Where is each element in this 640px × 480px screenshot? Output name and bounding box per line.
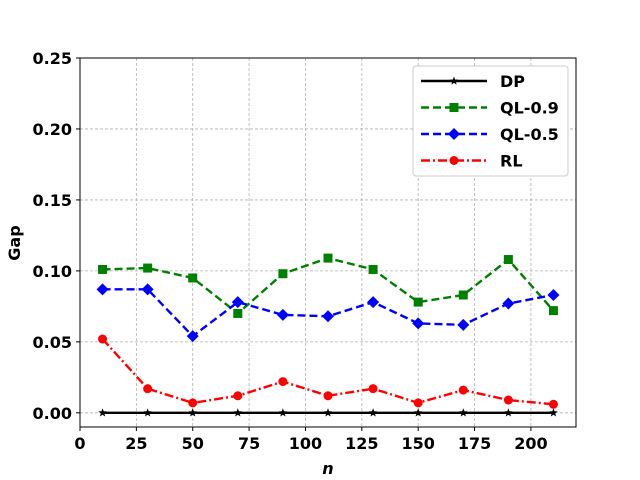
series-rl — [98, 334, 558, 409]
y-tick-label: 0.25 — [33, 49, 72, 68]
data-point-ql-0-5 — [367, 296, 380, 309]
data-point-rl — [143, 384, 153, 394]
plot-frame — [79, 57, 577, 428]
data-point-dp — [143, 408, 152, 417]
data-point-dp — [233, 408, 243, 417]
y-axis-label: Gap — [5, 225, 24, 260]
y-tick-label: 0.20 — [33, 120, 72, 139]
data-point-dp — [504, 408, 513, 417]
data-point-rl — [233, 391, 243, 401]
data-point-rl — [188, 398, 198, 408]
data-point-dp — [368, 408, 378, 417]
series-line-rl — [101, 338, 554, 406]
legend-marker — [449, 103, 459, 112]
data-point-rl — [548, 399, 558, 409]
data-point-ql-0-5 — [231, 296, 244, 309]
series-line-ql-0-9 — [102, 256, 555, 316]
data-point-ql-0-5 — [141, 283, 154, 296]
x-tick-label: 150 — [401, 434, 434, 453]
x-axis: 0 25 50 75 100 125 150 175 200 — [74, 427, 548, 453]
data-point-rl — [458, 385, 468, 395]
data-point-ql-0-9 — [188, 273, 198, 283]
legend-box — [412, 65, 569, 177]
data-point-dp — [188, 408, 198, 417]
data-point-ql-0-5 — [502, 297, 515, 310]
data-point-rl — [98, 334, 108, 344]
series-ql-0-5 — [96, 283, 560, 343]
x-tick-label: 75 — [238, 434, 260, 453]
legend-label: QL-0.5 — [500, 125, 559, 144]
y-tick-label: 0.10 — [33, 262, 72, 281]
legend-entry-ql-0-5: QL-0.5 — [421, 125, 559, 144]
legend-label: DP — [500, 72, 525, 91]
x-tick-label: 25 — [125, 434, 147, 453]
legend-entry-rl: RL — [421, 152, 523, 171]
data-point-rl — [413, 398, 423, 408]
x-tick-label: 100 — [289, 434, 322, 453]
legend-entry-dp: DP — [421, 72, 525, 91]
data-point-ql-0-9 — [503, 255, 513, 265]
data-point-ql-0-9 — [143, 263, 153, 273]
data-point-ql-0-9 — [368, 264, 378, 274]
series-ql-0-9 — [98, 253, 558, 318]
x-tick-label: 200 — [514, 434, 547, 453]
data-point-rl — [503, 395, 513, 405]
legend-entry-ql-0-9: QL-0.9 — [421, 99, 559, 118]
data-point-dp — [458, 408, 468, 417]
data-point-ql-0-9 — [323, 253, 333, 263]
data-point-rl — [278, 377, 288, 387]
data-point-ql-0-5 — [547, 289, 560, 302]
data-point-ql-0-5 — [322, 310, 334, 323]
data-point-ql-0-5 — [457, 318, 470, 331]
data-point-dp — [278, 408, 288, 417]
legend-label: QL-0.9 — [500, 99, 559, 118]
data-point-ql-0-5 — [412, 317, 425, 330]
data-point-ql-0-9 — [548, 306, 558, 316]
data-point-ql-0-5 — [96, 283, 109, 296]
data-point-rl — [368, 384, 378, 394]
x-tick-label: 50 — [182, 434, 204, 453]
x-tick-label: 125 — [345, 434, 378, 453]
legend-marker — [449, 156, 459, 165]
data-point-ql-0-5 — [186, 330, 199, 343]
series-dp — [98, 408, 558, 417]
x-tick-label: 0 — [74, 434, 85, 453]
y-tick-label: 0.00 — [33, 404, 72, 423]
series-group — [96, 253, 560, 417]
legend-marker — [449, 76, 459, 85]
legend-label: RL — [500, 152, 523, 171]
legend: DP QL-0.9 QL-0.5 RL — [412, 65, 569, 177]
x-axis-label: n — [322, 459, 333, 478]
data-point-ql-0-9 — [413, 297, 423, 307]
y-tick-label: 0.05 — [33, 333, 72, 352]
data-point-ql-0-9 — [233, 308, 243, 318]
data-point-ql-0-5 — [276, 308, 289, 321]
x-tick-label: 175 — [458, 434, 491, 453]
data-point-ql-0-9 — [98, 264, 108, 274]
y-tick-label: 0.15 — [33, 191, 72, 210]
y-axis: 0.00 0.05 0.10 0.15 0.20 0.25 — [33, 49, 80, 423]
data-point-dp — [549, 408, 558, 417]
data-point-ql-0-9 — [278, 269, 288, 279]
data-point-dp — [413, 408, 423, 417]
data-point-rl — [323, 391, 333, 401]
legend-marker — [448, 128, 460, 140]
data-point-dp — [98, 408, 107, 417]
data-point-dp — [323, 408, 333, 417]
data-point-ql-0-9 — [458, 290, 468, 300]
